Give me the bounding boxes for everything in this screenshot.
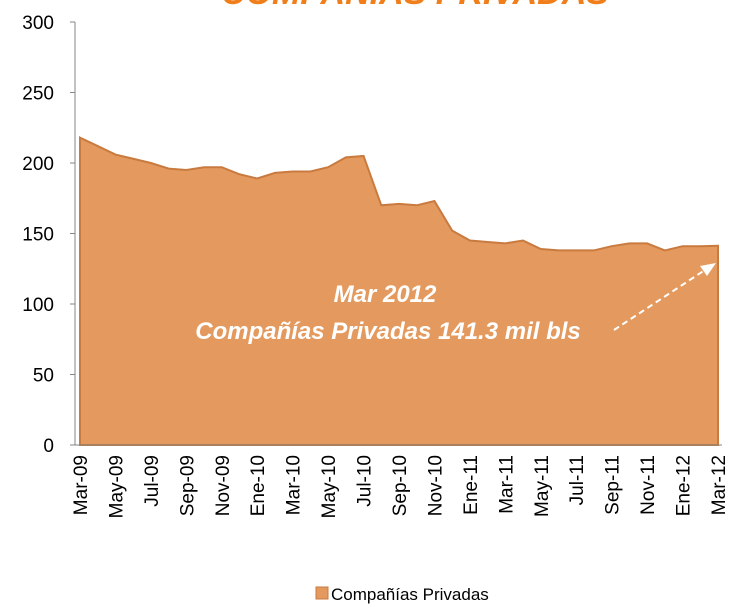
x-tick-label: Nov-09 <box>213 455 234 516</box>
x-tick-label: May-09 <box>106 455 127 518</box>
x-tick-label: Ene-12 <box>674 455 695 516</box>
x-tick-label: Mar-09 <box>71 455 92 515</box>
y-tick-label: 300 <box>22 13 54 34</box>
y-tick-label: 50 <box>33 366 54 387</box>
legend-swatch <box>315 586 329 600</box>
x-tick-label: Ene-11 <box>461 455 482 515</box>
y-tick-label: 0 <box>43 436 54 457</box>
chart-title: COMPAÑIAS PRIVADAS <box>221 0 609 12</box>
annotation: Mar 2012 <box>334 281 437 308</box>
area <box>79 136 719 446</box>
legend-label: Compañías Privadas <box>331 585 489 604</box>
x-tick-label: Mar-11 <box>496 455 517 514</box>
x-tick-label: Nov-11 <box>638 455 659 515</box>
x-tick-label: May-11 <box>532 455 553 517</box>
annotation-arrow <box>613 267 709 331</box>
x-tick-label: May-10 <box>319 455 340 518</box>
x-tick-label: Mar-10 <box>284 455 305 515</box>
y-tick-label: 250 <box>22 84 54 105</box>
x-tick-label: Sep-10 <box>390 455 411 516</box>
x-tick-label: Jul-11 <box>567 455 588 505</box>
x-tick-label: Sep-09 <box>177 455 198 516</box>
x-tick-label: Nov-10 <box>425 455 446 516</box>
x-tick-label: Ene-10 <box>248 455 269 516</box>
y-tick-label: 200 <box>22 154 54 175</box>
x-tick-label: Jul-09 <box>142 455 163 507</box>
x-tick-label: Sep-11 <box>603 455 624 515</box>
x-tick-label: Jul-10 <box>355 455 376 507</box>
y-tick-label: 150 <box>22 225 54 246</box>
arrow-head <box>700 263 716 276</box>
y-tick-label: 100 <box>22 295 54 316</box>
annotation: Compañías Privadas 141.3 mil bls <box>195 318 581 345</box>
x-tick-label: Mar-12 <box>709 455 730 515</box>
